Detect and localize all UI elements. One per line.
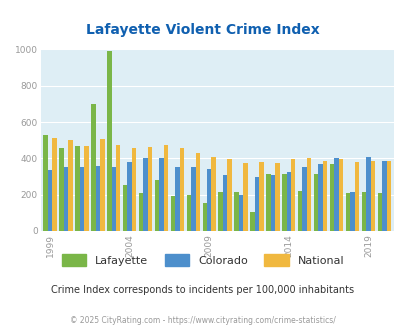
Bar: [243, 163, 247, 231]
Bar: [281, 174, 286, 231]
Bar: [79, 167, 84, 231]
Bar: [100, 139, 104, 231]
Bar: [238, 195, 243, 231]
Bar: [275, 163, 279, 231]
Bar: [147, 147, 152, 231]
Bar: [318, 164, 322, 231]
Bar: [179, 148, 183, 231]
Bar: [258, 162, 263, 231]
Bar: [171, 196, 175, 231]
Bar: [286, 172, 290, 231]
Bar: [91, 104, 96, 231]
Legend: Lafayette, Colorado, National: Lafayette, Colorado, National: [57, 250, 348, 270]
Bar: [329, 164, 333, 231]
Bar: [75, 146, 79, 231]
Bar: [306, 158, 311, 231]
Bar: [68, 140, 72, 231]
Bar: [227, 159, 231, 231]
Bar: [386, 161, 390, 231]
Text: Crime Index corresponds to incidents per 100,000 inhabitants: Crime Index corresponds to incidents per…: [51, 285, 354, 295]
Bar: [195, 153, 200, 231]
Bar: [191, 167, 195, 231]
Bar: [322, 161, 326, 231]
Bar: [218, 192, 222, 231]
Bar: [222, 175, 227, 231]
Bar: [127, 162, 132, 231]
Text: Lafayette Violent Crime Index: Lafayette Violent Crime Index: [86, 23, 319, 37]
Bar: [186, 195, 191, 231]
Bar: [111, 167, 116, 231]
Bar: [96, 166, 100, 231]
Bar: [290, 159, 295, 231]
Bar: [297, 191, 302, 231]
Bar: [202, 203, 207, 231]
Bar: [350, 192, 354, 231]
Bar: [163, 145, 168, 231]
Bar: [254, 178, 258, 231]
Text: © 2025 CityRating.com - https://www.cityrating.com/crime-statistics/: © 2025 CityRating.com - https://www.city…: [70, 315, 335, 325]
Bar: [365, 157, 370, 231]
Bar: [207, 169, 211, 231]
Bar: [338, 159, 342, 231]
Bar: [48, 170, 52, 231]
Bar: [139, 193, 143, 231]
Bar: [175, 167, 179, 231]
Bar: [132, 148, 136, 231]
Bar: [361, 192, 365, 231]
Bar: [159, 158, 163, 231]
Bar: [354, 162, 358, 231]
Bar: [234, 192, 238, 231]
Bar: [107, 51, 111, 231]
Bar: [333, 158, 338, 231]
Bar: [123, 185, 127, 231]
Bar: [211, 157, 215, 231]
Bar: [250, 212, 254, 231]
Bar: [377, 193, 381, 231]
Bar: [266, 174, 270, 231]
Bar: [370, 161, 374, 231]
Bar: [52, 138, 57, 231]
Bar: [345, 193, 350, 231]
Bar: [143, 158, 147, 231]
Bar: [270, 175, 275, 231]
Bar: [43, 135, 48, 231]
Bar: [84, 146, 88, 231]
Bar: [59, 148, 64, 231]
Bar: [381, 161, 386, 231]
Bar: [313, 174, 318, 231]
Bar: [64, 167, 68, 231]
Bar: [302, 167, 306, 231]
Bar: [116, 145, 120, 231]
Bar: [154, 180, 159, 231]
